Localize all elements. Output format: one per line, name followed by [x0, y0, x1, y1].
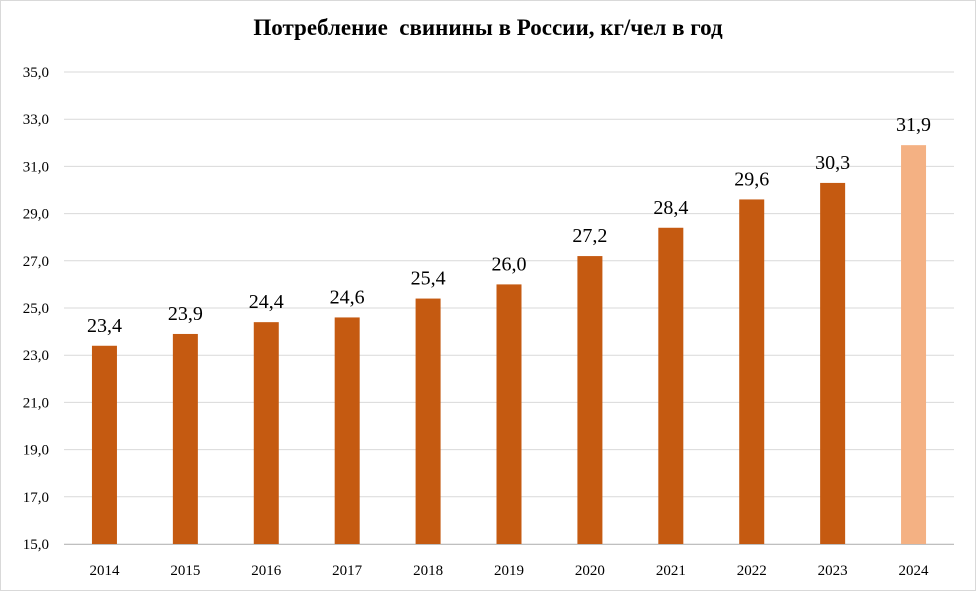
data-label: 31,9 [896, 114, 931, 136]
bar-2015 [172, 333, 198, 544]
y-tick-label: 35,0 [23, 65, 49, 81]
y-tick-label: 33,0 [23, 112, 49, 128]
y-tick-label: 29,0 [23, 207, 49, 223]
x-tick-label: 2024 [899, 563, 930, 579]
y-tick-label: 17,0 [23, 490, 49, 506]
data-label: 23,9 [168, 303, 203, 325]
data-label: 29,6 [734, 168, 769, 190]
y-tick-label: 23,0 [23, 348, 49, 364]
x-tick-label: 2019 [494, 563, 524, 579]
x-tick-label: 2016 [251, 563, 282, 579]
x-tick-label: 2014 [89, 563, 120, 579]
y-tick-label: 27,0 [23, 254, 49, 270]
bar-2019 [496, 284, 522, 544]
y-tick-label: 25,0 [23, 301, 49, 317]
bar-2017 [334, 317, 360, 544]
bar-2024 [901, 145, 927, 544]
x-tick-label: 2020 [575, 563, 605, 579]
chart-title: Потребление свинины в России, кг/чел в г… [253, 15, 723, 40]
x-tick-label: 2017 [332, 563, 363, 579]
x-tick-label: 2018 [413, 563, 443, 579]
data-label: 24,6 [330, 286, 365, 308]
data-label: 23,4 [87, 315, 122, 337]
x-tick-label: 2021 [656, 563, 686, 579]
data-label: 26,0 [492, 253, 527, 275]
bar-2016 [253, 322, 279, 544]
y-tick-label: 31,0 [23, 159, 49, 175]
bar-2022 [739, 199, 765, 544]
y-tick-label: 21,0 [23, 395, 49, 411]
data-label: 25,4 [411, 268, 446, 290]
x-tick-label: 2015 [170, 563, 200, 579]
bar-2018 [415, 298, 441, 544]
data-label: 30,3 [815, 152, 850, 174]
data-label: 28,4 [653, 197, 688, 219]
data-label: 24,4 [249, 291, 284, 313]
y-tick-label: 15,0 [23, 537, 49, 553]
x-tick-label: 2023 [818, 563, 848, 579]
data-label: 27,2 [572, 225, 607, 247]
bar-2023 [820, 182, 846, 545]
bar-2020 [577, 256, 603, 544]
x-tick-label: 2022 [737, 563, 767, 579]
y-tick-label: 19,0 [23, 443, 49, 459]
bar-2021 [658, 227, 684, 544]
bar-2014 [91, 345, 117, 544]
